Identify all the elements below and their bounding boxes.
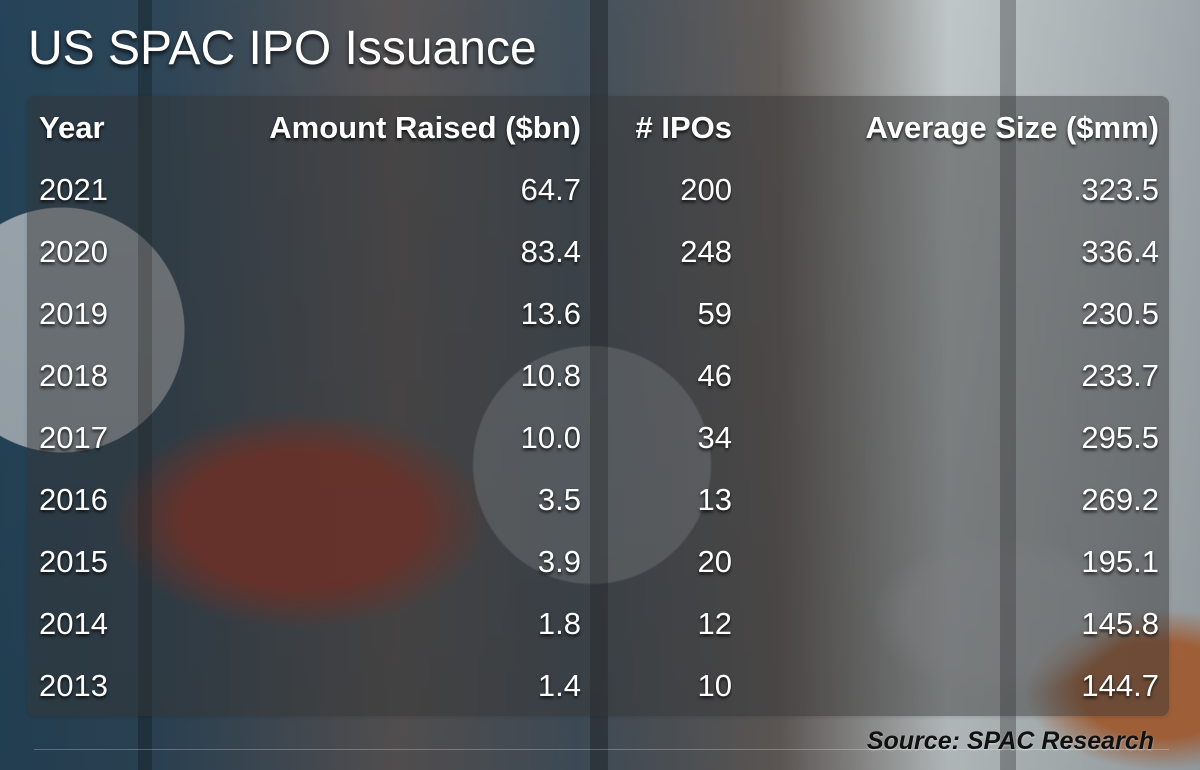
average-size-cell: 230.5 <box>1081 295 1159 331</box>
table-row: 2015 3.9 20 195.1 <box>39 530 1159 592</box>
ipo-count-cell: 248 <box>680 233 732 269</box>
data-table-panel: Year Amount Raised ($bn) # IPOs Average … <box>27 96 1169 716</box>
amount-raised-cell: 10.0 <box>520 419 581 455</box>
amount-raised-cell: 10.8 <box>520 357 581 393</box>
table-row: 2018 10.8 46 233.7 <box>39 344 1159 406</box>
table-body: 2021 64.7 200 323.5 2020 83.4 248 336.4 … <box>39 158 1159 716</box>
amount-raised-cell: 13.6 <box>520 295 581 331</box>
average-size-cell: 144.7 <box>1081 667 1159 703</box>
year-cell: 2019 <box>39 295 108 331</box>
year-cell: 2014 <box>39 605 108 641</box>
table-row: 2021 64.7 200 323.5 <box>39 158 1159 220</box>
year-cell: 2013 <box>39 667 108 703</box>
year-cell: 2016 <box>39 481 108 517</box>
average-size-cell: 336.4 <box>1081 233 1159 269</box>
ipo-count-cell: 59 <box>697 295 732 331</box>
column-header-average-size: Average Size ($mm) <box>865 109 1159 145</box>
average-size-cell: 323.5 <box>1081 171 1159 207</box>
source-divider <box>34 749 1169 750</box>
ipo-count-cell: 10 <box>697 667 732 703</box>
amount-raised-cell: 1.8 <box>537 605 581 641</box>
amount-raised-cell: 3.9 <box>537 543 581 579</box>
column-header-amount-raised: Amount Raised ($bn) <box>269 109 581 145</box>
average-size-cell: 145.8 <box>1081 605 1159 641</box>
table-row: 2020 83.4 248 336.4 <box>39 220 1159 282</box>
year-cell: 2020 <box>39 233 108 269</box>
table-row: 2013 1.4 10 144.7 <box>39 654 1159 716</box>
ipo-count-cell: 20 <box>697 543 732 579</box>
table-header: Year Amount Raised ($bn) # IPOs Average … <box>39 96 1159 158</box>
column-header-ipo-count: # IPOs <box>635 109 733 145</box>
amount-raised-cell: 64.7 <box>520 171 581 207</box>
average-size-cell: 269.2 <box>1081 481 1159 517</box>
ipo-count-cell: 34 <box>697 419 732 455</box>
ipo-count-cell: 200 <box>680 171 732 207</box>
year-cell: 2021 <box>39 171 108 207</box>
average-size-cell: 195.1 <box>1081 543 1159 579</box>
average-size-cell: 233.7 <box>1081 357 1159 393</box>
average-size-cell: 295.5 <box>1081 419 1159 455</box>
amount-raised-cell: 83.4 <box>520 233 581 269</box>
year-cell: 2017 <box>39 419 108 455</box>
source-citation: Source: SPAC Research <box>866 727 1154 755</box>
table-row: 2019 13.6 59 230.5 <box>39 282 1159 344</box>
year-cell: 2018 <box>39 357 108 393</box>
ipo-count-cell: 46 <box>697 357 732 393</box>
table-row: 2017 10.0 34 295.5 <box>39 406 1159 468</box>
spac-ipo-data-table: Year Amount Raised ($bn) # IPOs Average … <box>39 96 1159 716</box>
column-header-year: Year <box>39 109 105 145</box>
amount-raised-cell: 3.5 <box>537 481 581 517</box>
chart-title: US SPAC IPO Issuance <box>28 22 537 75</box>
table-row: 2016 3.5 13 269.2 <box>39 468 1159 530</box>
ipo-count-cell: 13 <box>697 481 732 517</box>
header-row: Year Amount Raised ($bn) # IPOs Average … <box>39 96 1159 158</box>
table-row: 2014 1.8 12 145.8 <box>39 592 1159 654</box>
year-cell: 2015 <box>39 543 108 579</box>
ipo-count-cell: 12 <box>697 605 732 641</box>
amount-raised-cell: 1.4 <box>537 667 581 703</box>
